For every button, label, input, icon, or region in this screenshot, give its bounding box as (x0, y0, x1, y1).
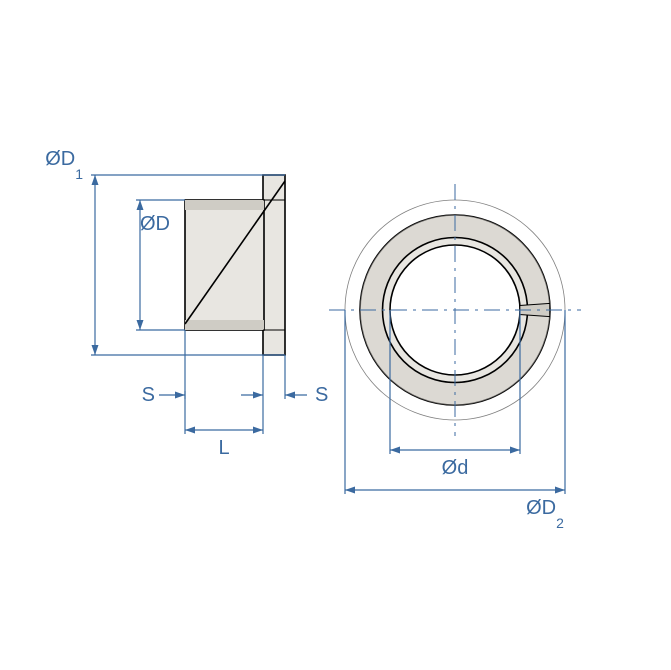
dim-label-D1: ØD1 (45, 148, 83, 182)
dim-label-D2: ØD2 (526, 497, 564, 531)
side-view (185, 175, 285, 355)
dim-label-S-left: S (142, 384, 155, 406)
dim-label-d: Ød (442, 457, 469, 479)
dim-label-S-right: S (315, 384, 328, 406)
technical-drawing: ØD1 ØD S S L Ød ØD2 (0, 0, 671, 670)
front-view (329, 184, 581, 436)
dim-label-D: ØD (140, 213, 170, 235)
dim-label-L: L (218, 437, 229, 459)
